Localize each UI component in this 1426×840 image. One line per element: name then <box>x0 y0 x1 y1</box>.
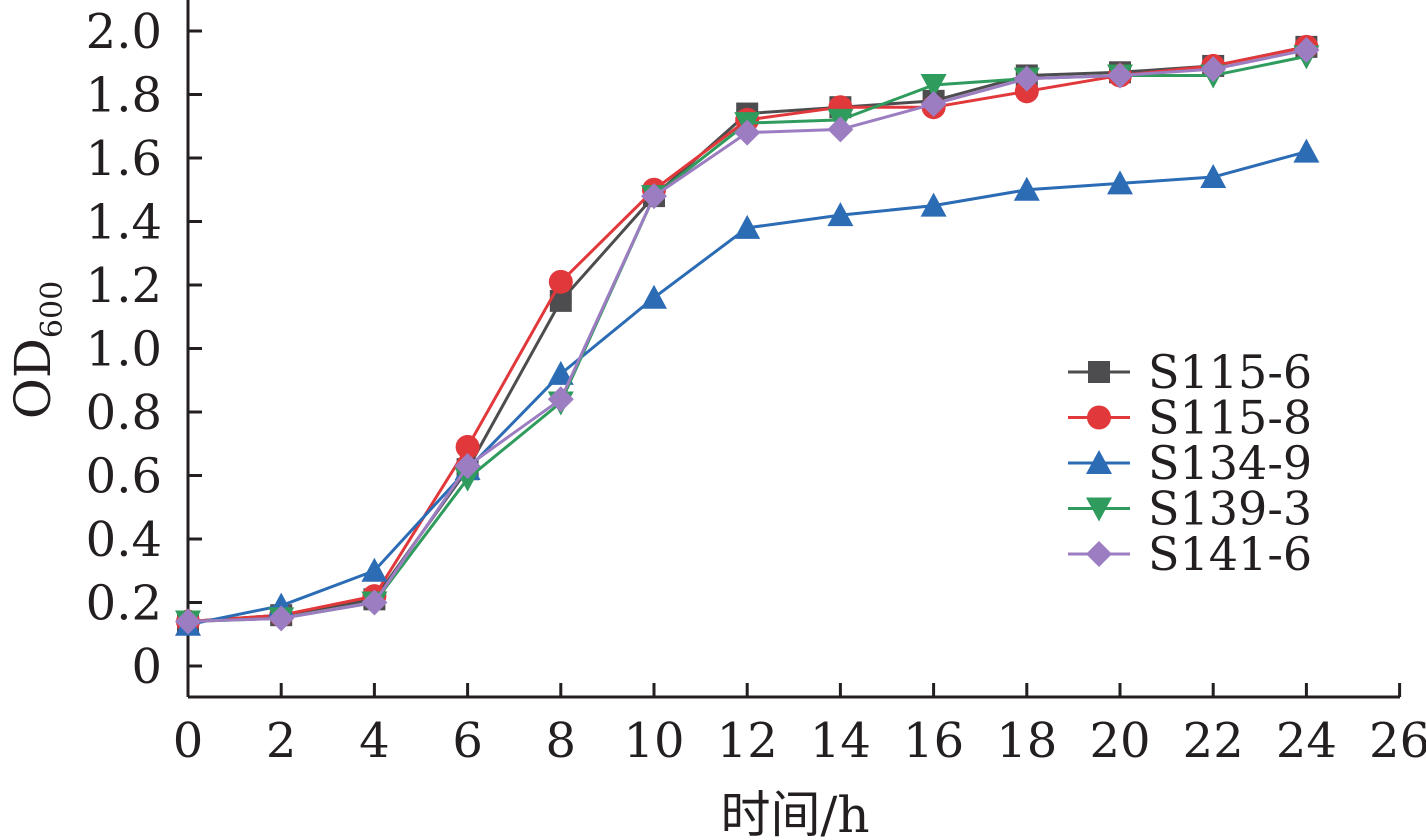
data-point <box>920 73 947 98</box>
y-tick-label: 0.4 <box>86 512 162 568</box>
x-tick-label: 20 <box>1089 713 1150 769</box>
x-tick-label: 18 <box>996 713 1057 769</box>
data-point <box>361 589 388 616</box>
series-S141-6 <box>175 37 1320 635</box>
data-point <box>548 269 573 294</box>
y-axis-title: OD600 <box>4 281 70 419</box>
data-point <box>641 183 667 210</box>
x-tick-label: 6 <box>452 713 483 769</box>
data-point <box>1013 176 1040 201</box>
y-tick-label: 1.4 <box>86 195 162 251</box>
data-point <box>1200 56 1227 83</box>
x-tick-label: 12 <box>717 713 778 769</box>
y-tick-label: 0.2 <box>86 576 162 632</box>
y-tick-label: 0.6 <box>86 449 162 505</box>
data-point <box>1107 62 1133 89</box>
data-point <box>827 202 854 227</box>
x-tick-label: 16 <box>903 713 964 769</box>
legend-marker <box>1087 405 1111 430</box>
y-tick-label: 1.6 <box>86 131 162 187</box>
data-point <box>361 557 388 582</box>
legend-marker <box>1086 450 1112 474</box>
legend-marker <box>1086 497 1112 522</box>
series-layer <box>175 34 1320 636</box>
legend-item: S139-3 <box>1068 482 1312 536</box>
legend-item: S134-9 <box>1068 436 1312 490</box>
legend-marker <box>1086 541 1112 567</box>
data-point <box>920 192 947 217</box>
data-point <box>268 605 295 632</box>
data-point <box>1013 65 1040 92</box>
data-point <box>175 608 201 635</box>
legend-item: S115-8 <box>1068 391 1312 445</box>
data-point <box>547 360 574 385</box>
legend-item: S115-6 <box>1068 345 1312 399</box>
x-axis-title: 时间/h <box>720 786 869 840</box>
legend-item: S141-6 <box>1068 527 1312 581</box>
x-tick-label: 14 <box>810 713 871 769</box>
x-tick-labels: 0 2 4 6 8 10 12 14 16 18 20 22 24 26 <box>173 683 1426 769</box>
data-point <box>1200 164 1227 189</box>
y-tick-label: 0 <box>131 639 162 695</box>
legend-label: S134-9 <box>1148 436 1312 490</box>
y-tick-labels: 0 0.2 0.4 0.6 0.8 1.0 1.2 1.4 1.6 1.8 2.0 <box>86 4 202 695</box>
x-tick-label: 0 <box>173 713 204 769</box>
y-axis-title-main: OD <box>4 338 62 419</box>
x-tick-label: 4 <box>359 713 390 769</box>
data-point <box>547 386 574 413</box>
x-tick-label: 10 <box>623 713 684 769</box>
data-point <box>641 284 667 309</box>
data-point <box>549 289 572 312</box>
y-tick-label: 0.8 <box>86 385 162 441</box>
x-tick-label: 26 <box>1369 713 1426 769</box>
x-tick-label: 8 <box>546 713 577 769</box>
x-tick-label: 22 <box>1183 713 1244 769</box>
y-tick-label: 1.8 <box>86 68 162 124</box>
data-point <box>920 91 947 118</box>
x-tick-label: 2 <box>266 713 297 769</box>
legend-label: S141-6 <box>1148 527 1312 581</box>
y-tick-label: 2.0 <box>86 4 162 60</box>
y-tick-label: 1.2 <box>86 258 162 314</box>
y-axis-title-subscript: 600 <box>35 281 70 338</box>
legend-label: S139-3 <box>1148 482 1312 536</box>
data-point <box>734 214 761 239</box>
data-point <box>455 434 480 459</box>
x-tick-label: 24 <box>1276 713 1337 769</box>
legend-marker <box>1088 361 1110 383</box>
data-point <box>454 452 481 479</box>
data-point <box>1293 138 1320 163</box>
legend-label: S115-6 <box>1148 345 1312 399</box>
data-point <box>1107 170 1133 195</box>
data-point <box>734 119 761 146</box>
legend-label: S115-8 <box>1148 391 1312 445</box>
y-tick-label: 1.0 <box>86 322 162 378</box>
data-point <box>1293 37 1320 64</box>
data-point <box>827 116 854 143</box>
